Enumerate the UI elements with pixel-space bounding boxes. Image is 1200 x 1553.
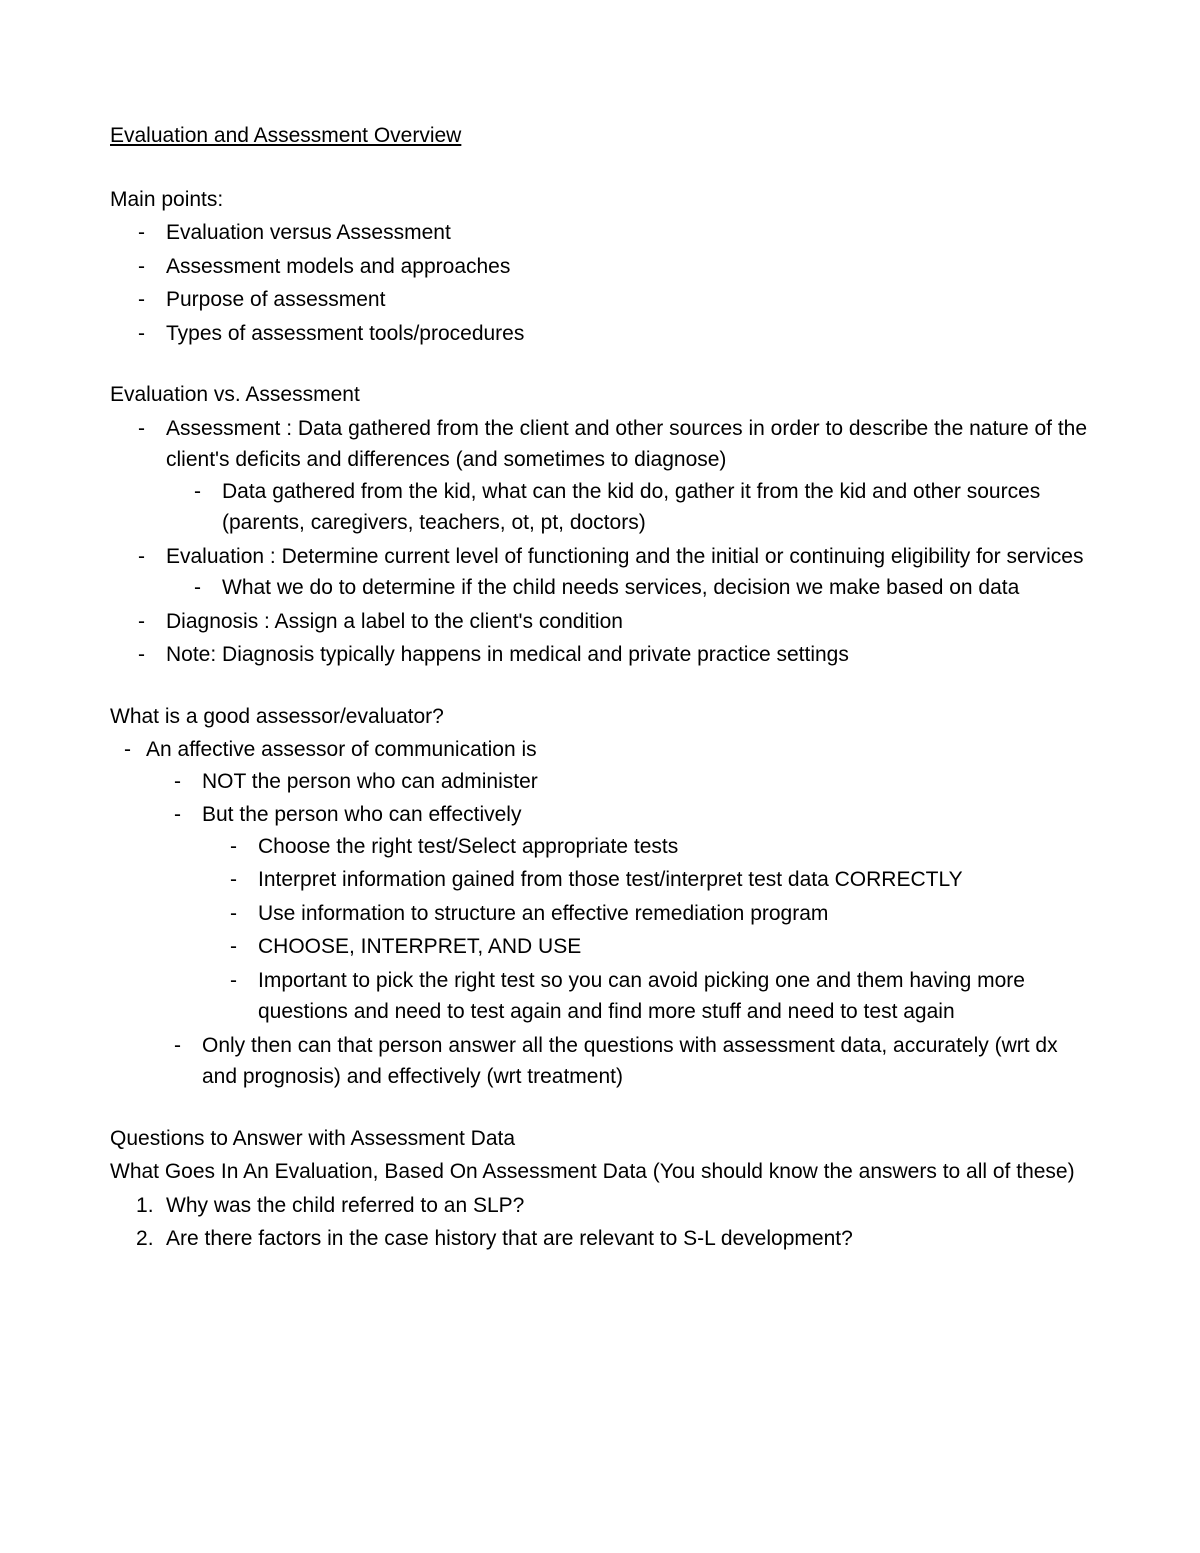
eval-vs-assess-list: Assessment : Data gathered from the clie… (110, 413, 1090, 671)
list-item: Types of assessment tools/procedures (166, 318, 1090, 350)
page-title: Evaluation and Assessment Overview (110, 120, 1090, 152)
questions-section: Questions to Answer with Assessment Data… (110, 1123, 1090, 1255)
list-item: Choose the right test/Select appropriate… (258, 831, 1090, 863)
list-item: Evaluation versus Assessment (166, 217, 1090, 249)
list-item: NOT the person who can administer (202, 766, 1090, 798)
list-item: Only then can that person answer all the… (202, 1030, 1090, 1093)
list-item: Interpret information gained from those … (258, 864, 1090, 896)
list-item: But the person who can effectively Choos… (202, 799, 1090, 1028)
questions-heading-1: Questions to Answer with Assessment Data (110, 1123, 1090, 1155)
item-text: Evaluation : Determine current level of … (166, 545, 1083, 568)
list-item: What we do to determine if the child nee… (222, 572, 1090, 604)
list-item: Evaluation : Determine current level of … (166, 541, 1090, 604)
list-item: Data gathered from the kid, what can the… (222, 476, 1090, 539)
good-assessor-section: What is a good assessor/evaluator? An af… (110, 701, 1090, 1093)
main-points-heading: Main points: (110, 184, 1090, 216)
eval-vs-assess-heading: Evaluation vs. Assessment (110, 379, 1090, 411)
item-text: An affective assessor of communication i… (146, 738, 537, 761)
main-points-section: Main points: Evaluation versus Assessmen… (110, 184, 1090, 350)
list-item: Assessment : Data gathered from the clie… (166, 413, 1090, 539)
list-item: Purpose of assessment (166, 284, 1090, 316)
list-item: Are there factors in the case history th… (166, 1223, 1090, 1255)
list-item: CHOOSE, INTERPRET, AND USE (258, 931, 1090, 963)
list-item: Note: Diagnosis typically happens in med… (166, 639, 1090, 671)
list-item: Diagnosis : Assign a label to the client… (166, 606, 1090, 638)
main-points-list: Evaluation versus Assessment Assessment … (110, 217, 1090, 349)
item-text: But the person who can effectively (202, 803, 521, 826)
list-item: Use information to structure an effectiv… (258, 898, 1090, 930)
good-assessor-list: An affective assessor of communication i… (110, 734, 1090, 1093)
list-item: Why was the child referred to an SLP? (166, 1190, 1090, 1222)
questions-list: Why was the child referred to an SLP? Ar… (110, 1190, 1090, 1255)
eval-vs-assess-section: Evaluation vs. Assessment Assessment : D… (110, 379, 1090, 671)
good-assessor-heading: What is a good assessor/evaluator? (110, 701, 1090, 733)
questions-heading-2: What Goes In An Evaluation, Based On Ass… (110, 1156, 1090, 1188)
list-item: An affective assessor of communication i… (110, 734, 1090, 1093)
list-item: Assessment models and approaches (166, 251, 1090, 283)
list-item: Important to pick the right test so you … (258, 965, 1090, 1028)
item-text: Assessment : Data gathered from the clie… (166, 417, 1087, 472)
